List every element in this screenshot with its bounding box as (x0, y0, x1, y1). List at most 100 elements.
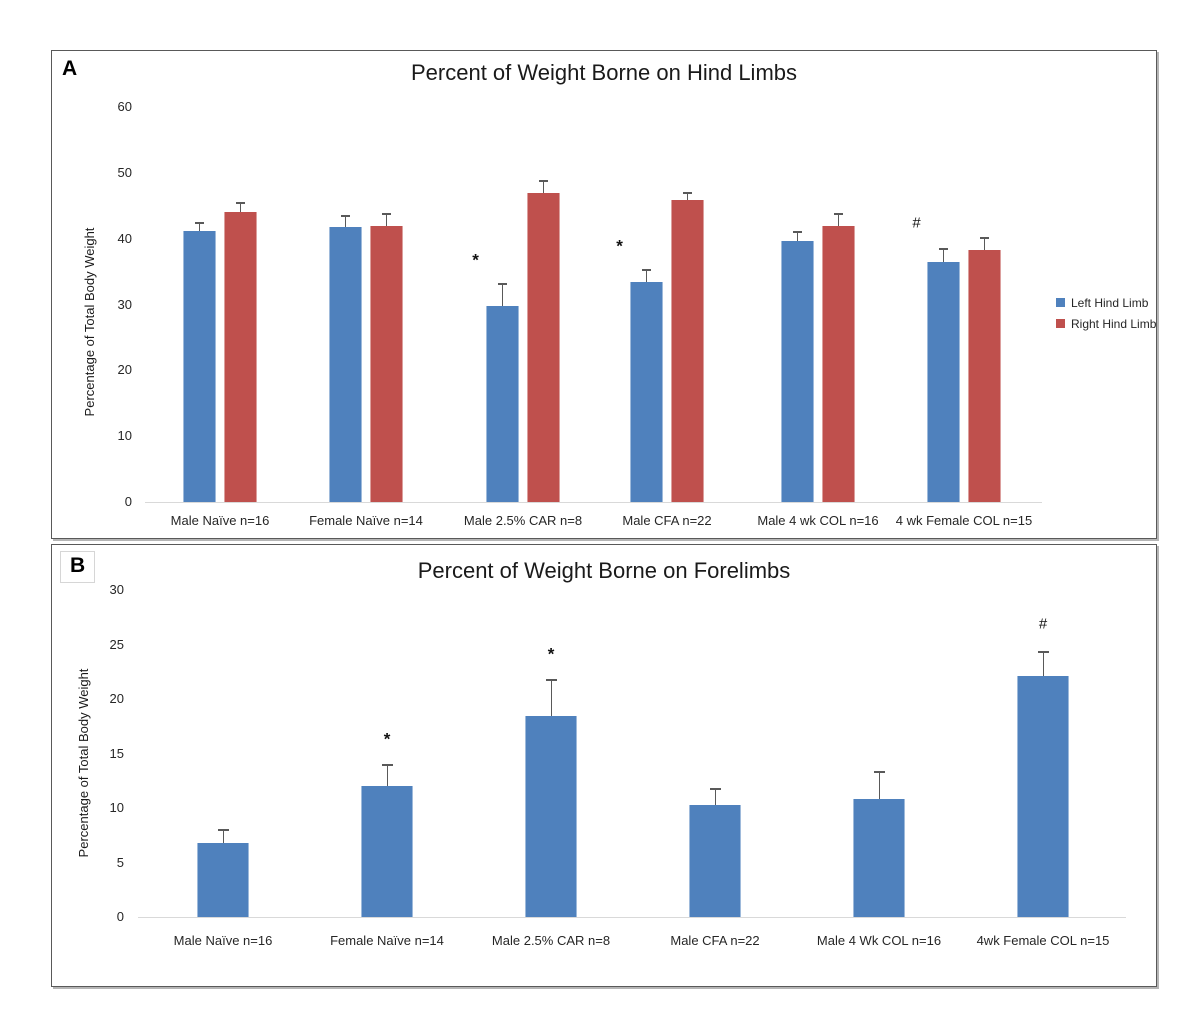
x-axis-line (138, 917, 1126, 918)
legend-swatch-left-hind-limb-icon (1056, 298, 1065, 307)
bar (630, 282, 663, 502)
x-axis-label: Male Naïve n=16 (173, 933, 273, 948)
y-tick-label: 50 (117, 164, 132, 180)
significance-asterisk: * (383, 730, 391, 750)
bar (527, 192, 560, 502)
x-axis-label: 4wk Female COL n=15 (976, 933, 1110, 948)
legend-item-right-hind-limb: Right Hind Limb (1056, 316, 1156, 331)
x-axis-label: Male 2.5% CAR n=8 (463, 513, 583, 528)
legend: Left Hind Limb Right Hind Limb (1056, 295, 1156, 337)
error-bar (199, 222, 200, 232)
legend-label-right-hind-limb: Right Hind Limb (1071, 316, 1157, 331)
bar (486, 306, 519, 502)
error-bar (714, 789, 716, 805)
error-bar-cap (382, 213, 391, 216)
error-bar-cap (539, 180, 548, 183)
x-axis-label: Female Naïve n=14 (330, 933, 444, 948)
error-bar-cap (341, 215, 350, 218)
y-tick-label: 0 (124, 494, 132, 509)
bar (370, 225, 403, 502)
error-bar (797, 232, 798, 241)
significance-asterisk: * (616, 236, 623, 256)
error-bar (943, 249, 944, 262)
error-bar (550, 680, 552, 717)
x-axis-line (145, 502, 1042, 503)
error-bar (984, 238, 985, 250)
panel-a-plot-area: 0 10 20 30 40 50 60 Male Naïve n=16 Female Naïve… (52, 51, 1156, 538)
error-bar (386, 765, 388, 787)
bar (671, 200, 704, 502)
bar (853, 799, 905, 917)
error-bar (646, 270, 647, 283)
x-axis-label: Male Naïve n=16 (170, 513, 270, 528)
y-tick-label: 40 (117, 230, 132, 246)
error-bar (838, 213, 839, 226)
error-bar-cap (381, 764, 393, 767)
error-bar-cap (834, 212, 843, 215)
error-bar-cap (195, 221, 204, 224)
bar (197, 842, 249, 917)
y-tick-label: 30 (117, 296, 132, 312)
x-axis-label: Female Naïve n=14 (309, 513, 423, 528)
bar (927, 261, 960, 502)
error-bar (386, 214, 387, 226)
y-tick-label: 5 (116, 854, 124, 870)
significance-asterisk: * (547, 645, 555, 665)
error-bar (222, 829, 224, 843)
y-tick-label: 15 (109, 745, 124, 761)
error-bar-cap (683, 192, 692, 195)
legend-label-left-hind-limb: Left Hind Limb (1071, 295, 1149, 310)
significance-asterisk: * (472, 250, 479, 270)
y-tick-label: 30 (109, 582, 124, 597)
y-tick-label: 10 (117, 428, 132, 444)
bar (525, 716, 577, 917)
error-bar (1042, 652, 1044, 677)
x-axis-label: Male 2.5% CAR n=8 (491, 933, 611, 948)
error-bar-cap (217, 828, 229, 831)
bar (329, 226, 362, 502)
error-bar-cap (709, 788, 721, 791)
error-bar (240, 203, 241, 213)
error-bar-cap (236, 202, 245, 205)
error-bar (687, 193, 688, 201)
x-axis-label: 4 wk Female COL n=15 (895, 513, 1033, 528)
bar (361, 786, 413, 917)
y-tick-label: 60 (117, 99, 132, 115)
bar (689, 804, 741, 917)
error-bar (543, 181, 544, 193)
y-tick-label: 25 (109, 636, 124, 652)
bar (1017, 676, 1069, 917)
y-tick-label: 0 (116, 909, 124, 924)
error-bar (345, 216, 346, 227)
error-bar-cap (939, 248, 948, 251)
panel-b-forelimbs: B Percent of Weight Borne on Forelimbs P… (51, 544, 1157, 987)
panel-b-letter: B (60, 551, 96, 583)
legend-item-left-hind-limb: Left Hind Limb (1056, 295, 1156, 310)
error-bar (878, 772, 880, 800)
error-bar-cap (793, 231, 802, 234)
error-bar-cap (642, 269, 651, 272)
error-bar-cap (1037, 651, 1049, 654)
bar (224, 212, 257, 502)
x-axis-label: Male CFA n=22 (622, 513, 712, 528)
panel-b-chart-title: Percent of Weight Borne on Forelimbs (417, 558, 791, 583)
panel-b-plot-area: 0 5 10 15 20 25 30 Male Naïve n=16 Female Naïve … (52, 545, 1156, 986)
error-bar-cap (545, 679, 557, 682)
error-bar-cap (873, 771, 885, 774)
error-bar-cap (980, 237, 989, 240)
y-tick-label: 10 (109, 800, 124, 815)
x-axis-label: Male 4 wk COL n=16 (757, 513, 879, 528)
y-tick-label: 20 (117, 362, 132, 378)
bar (781, 240, 814, 502)
legend-swatch-right-hind-limb-icon (1056, 319, 1065, 328)
panel-a-chart-title: Percent of Weight Borne on Hind Limbs (410, 60, 798, 85)
bar (822, 225, 855, 502)
panel-a-hind-limbs: A Percent of Weight Borne on Hind Limbs … (51, 50, 1157, 539)
x-axis-label: Male CFA n=22 (670, 933, 760, 948)
x-axis-label: Male 4 Wk COL n=16 (816, 933, 942, 948)
y-tick-label: 20 (109, 691, 124, 706)
panel-a-letter: A (62, 57, 78, 80)
bar (183, 231, 216, 502)
error-bar-cap (498, 283, 507, 286)
error-bar (502, 284, 503, 307)
